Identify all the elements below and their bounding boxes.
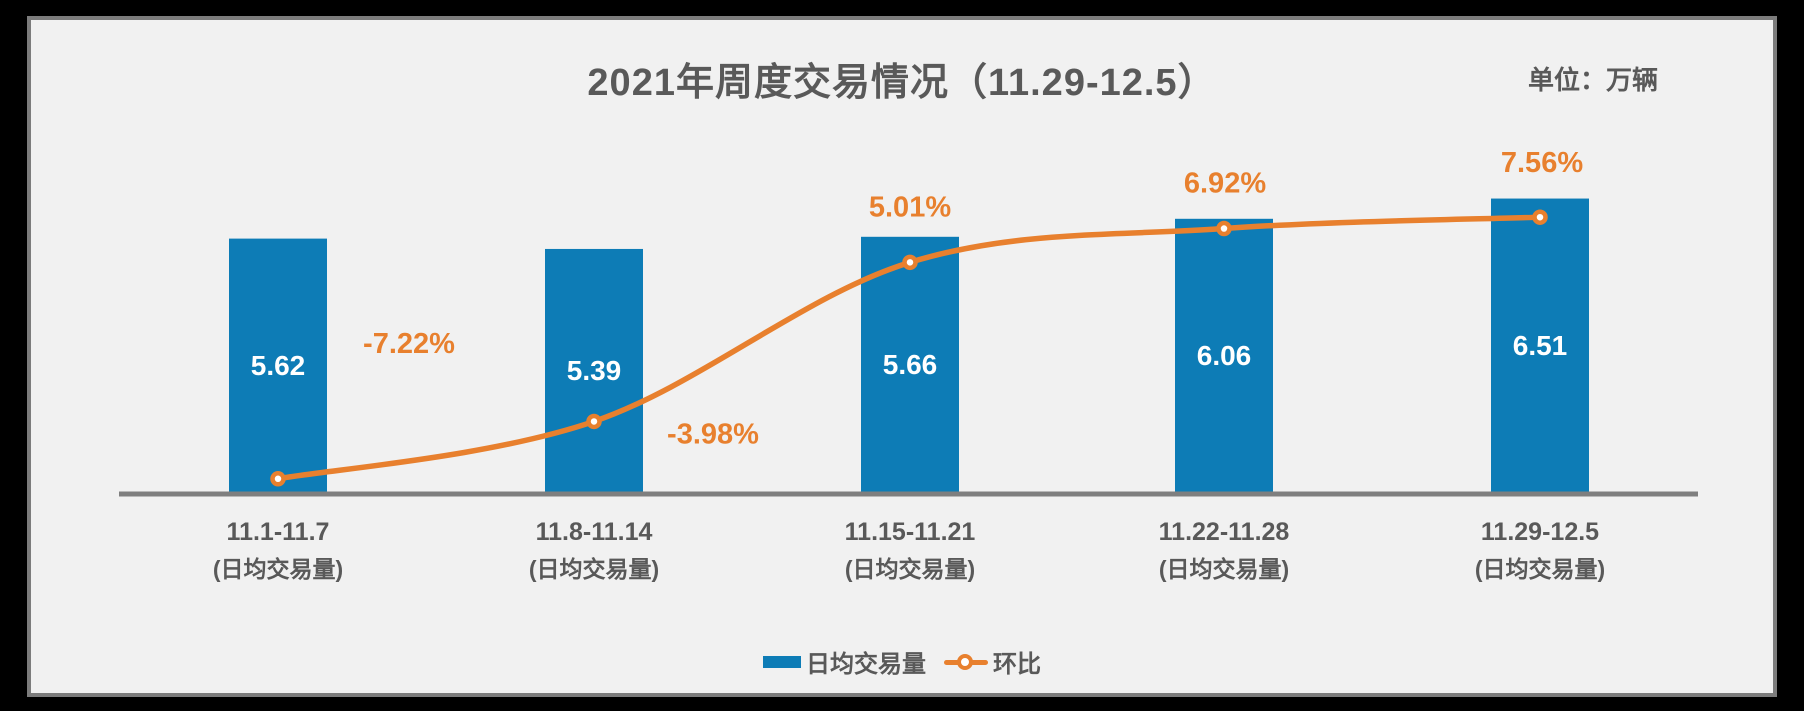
unit-label: 单位：万辆 (1527, 65, 1658, 95)
chart-legend: 日均交易量 环比 (31, 644, 1773, 679)
chart-title: 2021年周度交易情况（11.29-12.5） (587, 62, 1217, 104)
legend-label-bar-series: 日均交易量 (806, 651, 926, 678)
legend-item-bar-series: 日均交易量 (763, 644, 926, 679)
legend-item-line-series: 环比 (944, 644, 1041, 679)
legend-line-marker-icon (957, 653, 973, 670)
legend-label-line-series: 环比 (993, 651, 1041, 678)
chart-panel: 2021年周度交易情况（11.29-12.5） 单位：万辆 日均交易量 环比 (27, 16, 1777, 697)
line-series-swatch-icon (944, 652, 988, 672)
bar-series-swatch-icon (763, 655, 801, 668)
